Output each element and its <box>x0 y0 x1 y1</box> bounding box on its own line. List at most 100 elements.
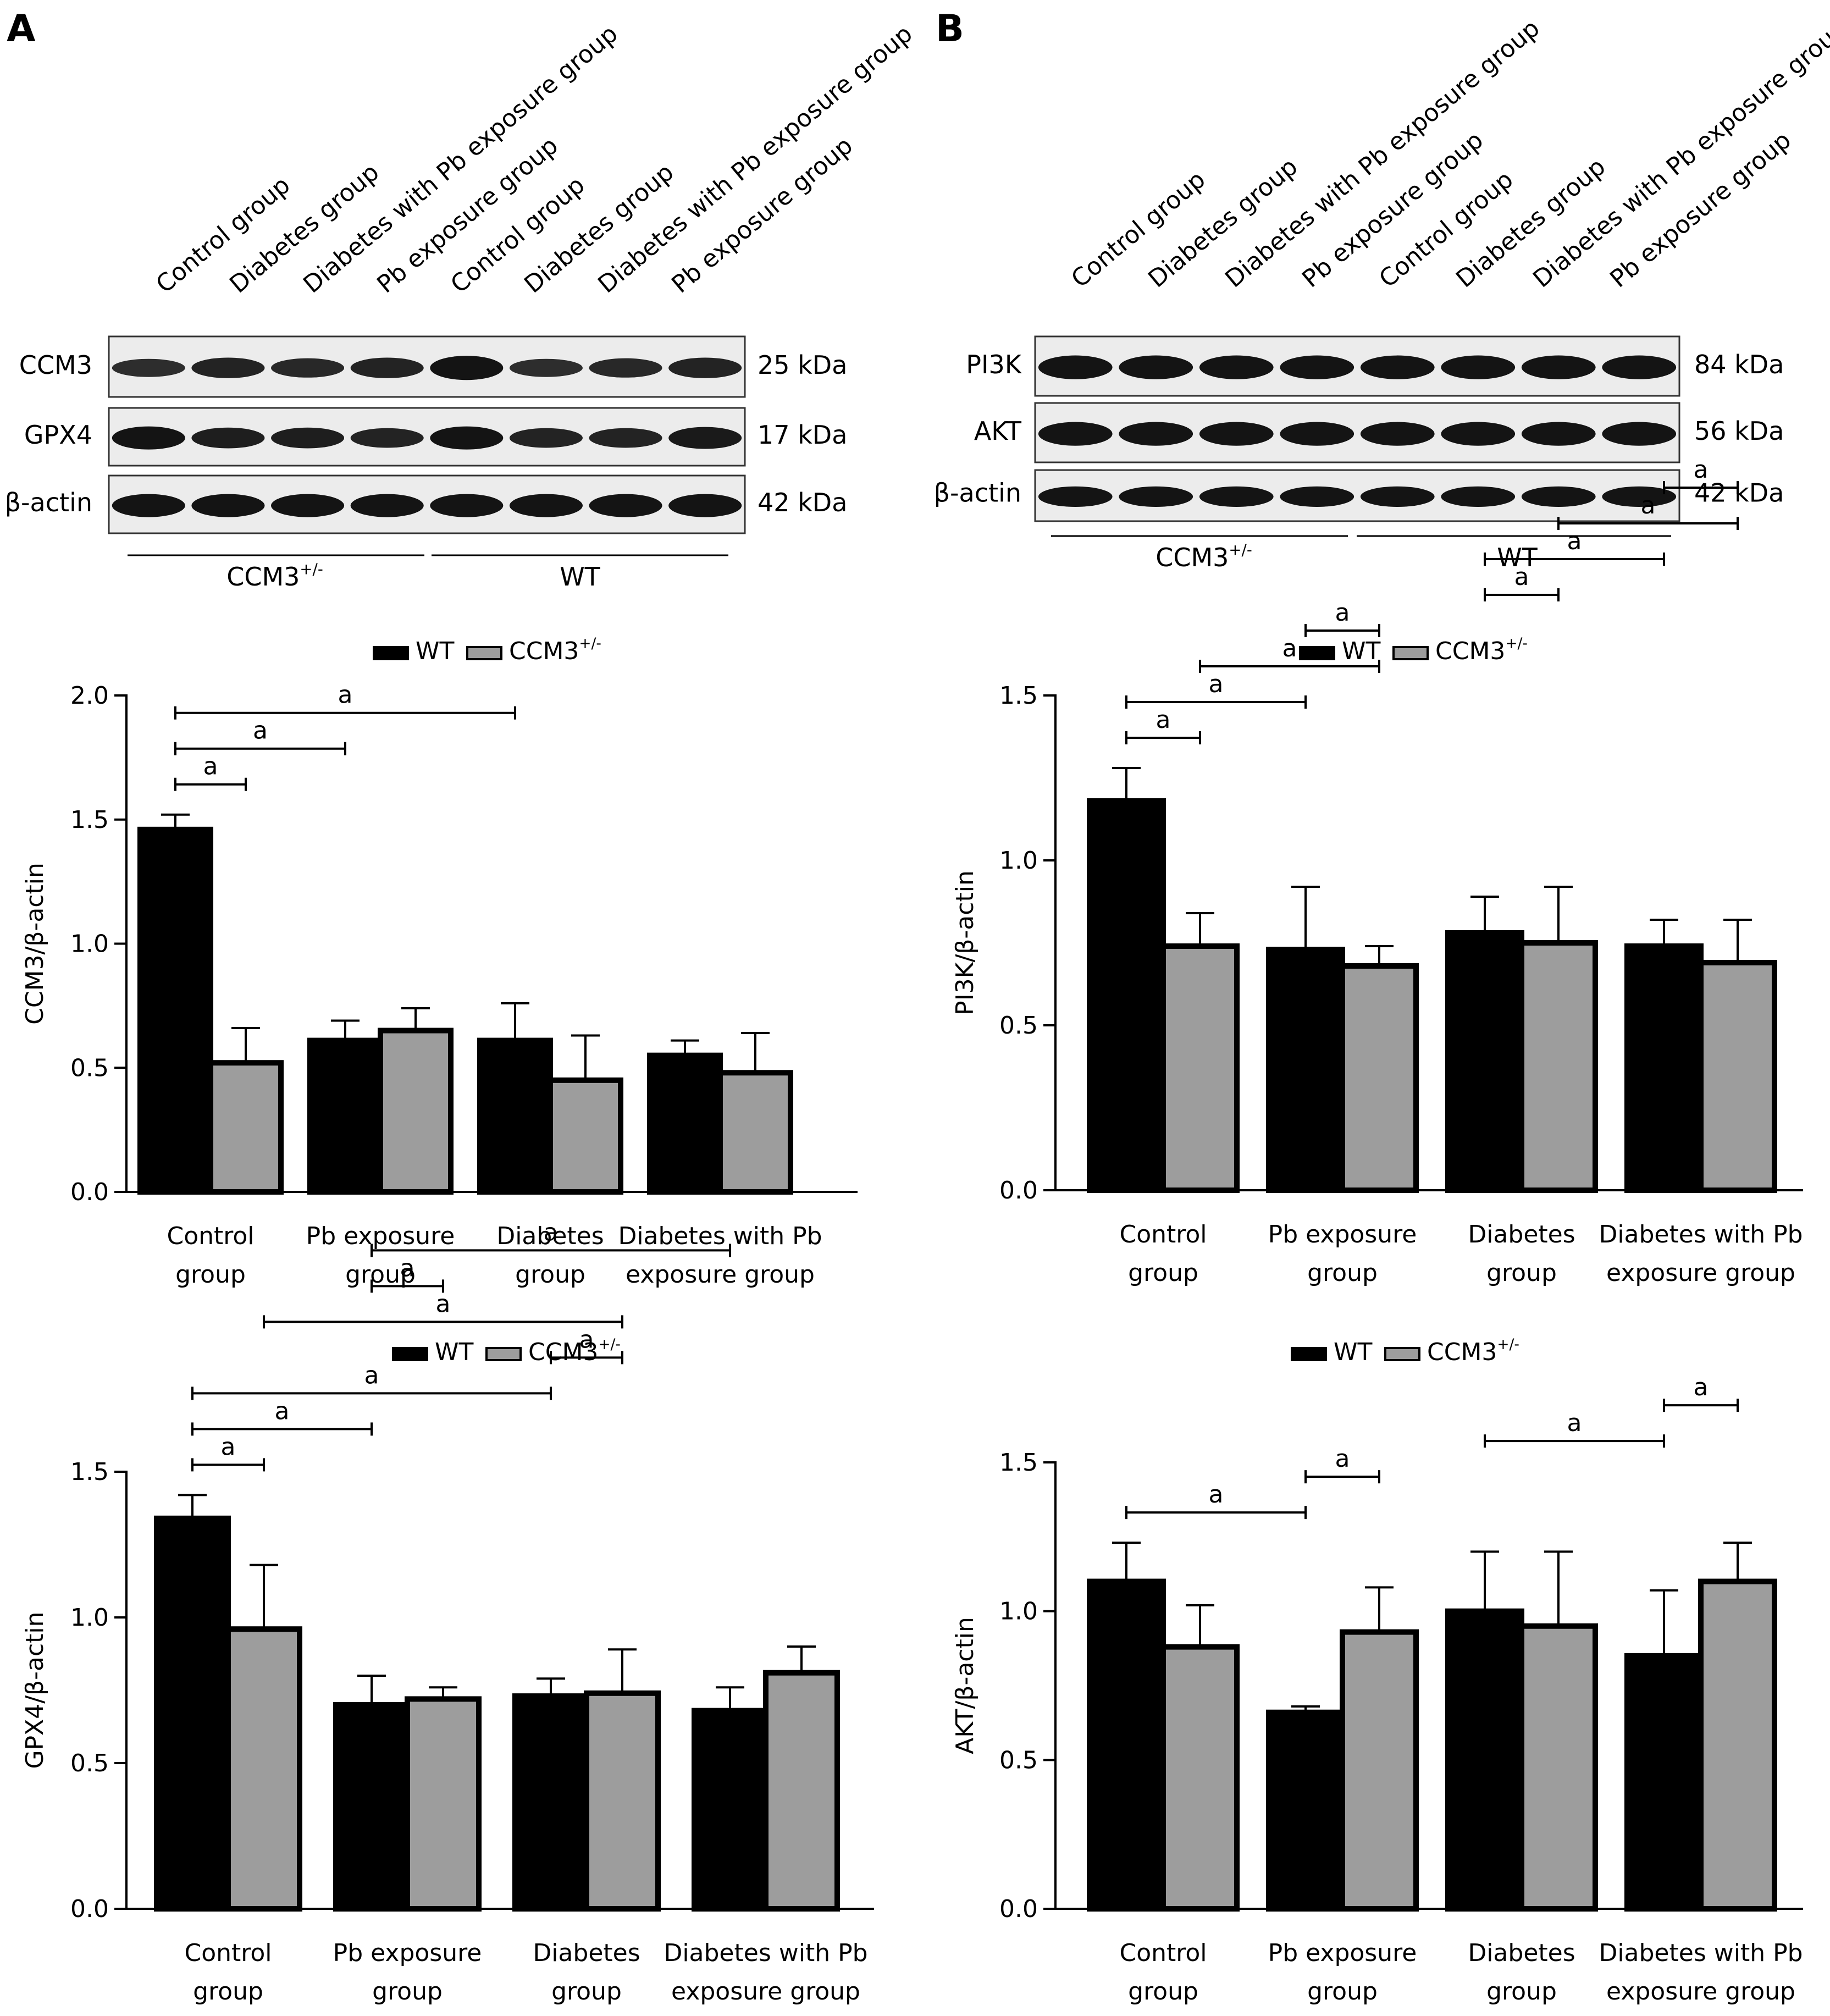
bar-wt <box>692 1708 769 1912</box>
blot-kda-label: 25 kDa <box>758 350 847 380</box>
blot-kda-label: 42 kDa <box>758 488 847 517</box>
legend-swatch <box>1299 646 1335 660</box>
bar-wt <box>477 1037 553 1195</box>
blot-band <box>1199 422 1274 446</box>
x-category-label: group <box>175 1261 246 1289</box>
x-category-label: Pb exposure <box>1268 1939 1417 1967</box>
significance-label: a <box>1209 1481 1224 1509</box>
blot-band <box>350 494 424 517</box>
y-tick-label: 0.5 <box>999 1746 1038 1774</box>
bar-ccm3 <box>1698 1578 1777 1912</box>
significance-label: a <box>436 1290 451 1318</box>
blot-kda-label: 17 kDa <box>758 420 847 450</box>
blot-protein-label: CCM3 <box>19 350 92 380</box>
legend-swatch <box>373 646 409 660</box>
x-category-label: Control <box>167 1222 254 1250</box>
significance-label: a <box>203 753 218 781</box>
bar-wt <box>1445 930 1524 1193</box>
x-category-label: group <box>1128 1978 1198 2006</box>
blot-band <box>1199 486 1274 507</box>
blot-band <box>668 357 742 378</box>
bar-ccm3 <box>208 1060 284 1195</box>
blot-band <box>350 357 424 378</box>
lane-label: Diabetes with Pb exposure group <box>593 20 917 299</box>
y-axis-label: CCM3/β-actin <box>21 863 49 1025</box>
y-tick-label: 2.0 <box>70 682 109 710</box>
y-tick-label: 1.0 <box>70 930 109 958</box>
genotype-label: CCM3+/- <box>226 560 323 592</box>
blot-band <box>509 494 583 517</box>
blot-band <box>191 357 265 378</box>
x-category-label: group <box>1128 1259 1198 1287</box>
bar-ccm3 <box>763 1670 840 1912</box>
y-tick-label: 1.5 <box>999 682 1038 710</box>
bar-ccm3 <box>1340 963 1419 1193</box>
legend-label: CCM3+/- <box>1435 635 1528 665</box>
y-axis-label: GPX4/β-actin <box>21 1611 49 1769</box>
blot-kda-label: 84 kDa <box>1694 350 1784 379</box>
blot-band <box>589 358 662 378</box>
x-category-label: Pb exposure <box>306 1222 455 1250</box>
x-category-label: exposure group <box>626 1261 815 1289</box>
legend-swatch <box>1392 646 1429 660</box>
blot-band <box>1280 355 1354 379</box>
significance-label: a <box>1694 456 1709 484</box>
legend-label: WT <box>435 1338 474 1366</box>
y-tick-label: 0.5 <box>70 1749 109 1777</box>
x-category-label: Control <box>184 1939 272 1967</box>
blot-band <box>350 428 424 448</box>
blot-protein-label: β-actin <box>934 478 1021 508</box>
x-category-label: Diabetes with Pb <box>1599 1939 1803 1967</box>
blot-band <box>112 358 185 377</box>
significance-label: a <box>1567 527 1582 555</box>
blot-band <box>1199 355 1274 379</box>
bar-ccm3 <box>1160 1644 1240 1912</box>
blot-band <box>1119 422 1193 446</box>
x-category-label: group <box>193 1978 263 2006</box>
x-category-label: Diabetes <box>1468 1939 1575 1967</box>
panel-letter: B <box>936 7 964 51</box>
legend-swatch <box>485 1347 522 1361</box>
x-category-label: group <box>372 1978 443 2006</box>
bar-ccm3 <box>1160 943 1240 1193</box>
bar-ccm3 <box>1519 1623 1598 1912</box>
blot-band <box>271 358 345 378</box>
blot-band <box>430 494 504 517</box>
y-tick-label: 0.0 <box>999 1895 1038 1923</box>
blot-band <box>1360 355 1435 379</box>
significance-label: a <box>1641 491 1656 520</box>
blot-band <box>668 494 742 517</box>
bar-wt <box>333 1702 410 1912</box>
legend-label: CCM3+/- <box>1427 1336 1519 1366</box>
blot-band <box>271 427 345 449</box>
bar-ccm3 <box>405 1696 482 1912</box>
significance-label: a <box>1209 670 1224 698</box>
significance-label: a <box>1514 563 1529 591</box>
blot-protein-label: PI3K <box>966 350 1022 379</box>
x-category-label: Diabetes with Pb <box>1599 1220 1803 1249</box>
bar-ccm3 <box>1698 960 1777 1193</box>
significance-label: a <box>338 681 353 709</box>
blot-band <box>1360 486 1435 507</box>
blot-band <box>1038 355 1113 379</box>
lane-label: Control group <box>1374 165 1518 293</box>
y-axis-label: PI3K/β-actin <box>951 870 979 1015</box>
blot-band <box>1038 486 1113 507</box>
blot-band <box>430 426 504 450</box>
x-category-label: Control <box>1119 1220 1207 1249</box>
blot-protein-label: AKT <box>974 416 1022 446</box>
legend-label: CCM3+/- <box>509 635 601 665</box>
x-category-label: exposure group <box>671 1978 860 2006</box>
blot-protein-label: β-actin <box>5 488 92 517</box>
bar-wt <box>154 1515 231 1912</box>
x-category-label: Diabetes with Pb <box>618 1222 822 1250</box>
legend-label: WT <box>416 637 455 665</box>
bar-wt <box>307 1037 383 1195</box>
blot-band <box>1119 486 1193 507</box>
x-category-label: group <box>1307 1978 1378 2006</box>
significance-label: a <box>1335 1445 1350 1473</box>
significance-label: a <box>253 717 268 745</box>
bar-wt <box>1624 1653 1704 1912</box>
bar-ccm3 <box>225 1626 302 1912</box>
